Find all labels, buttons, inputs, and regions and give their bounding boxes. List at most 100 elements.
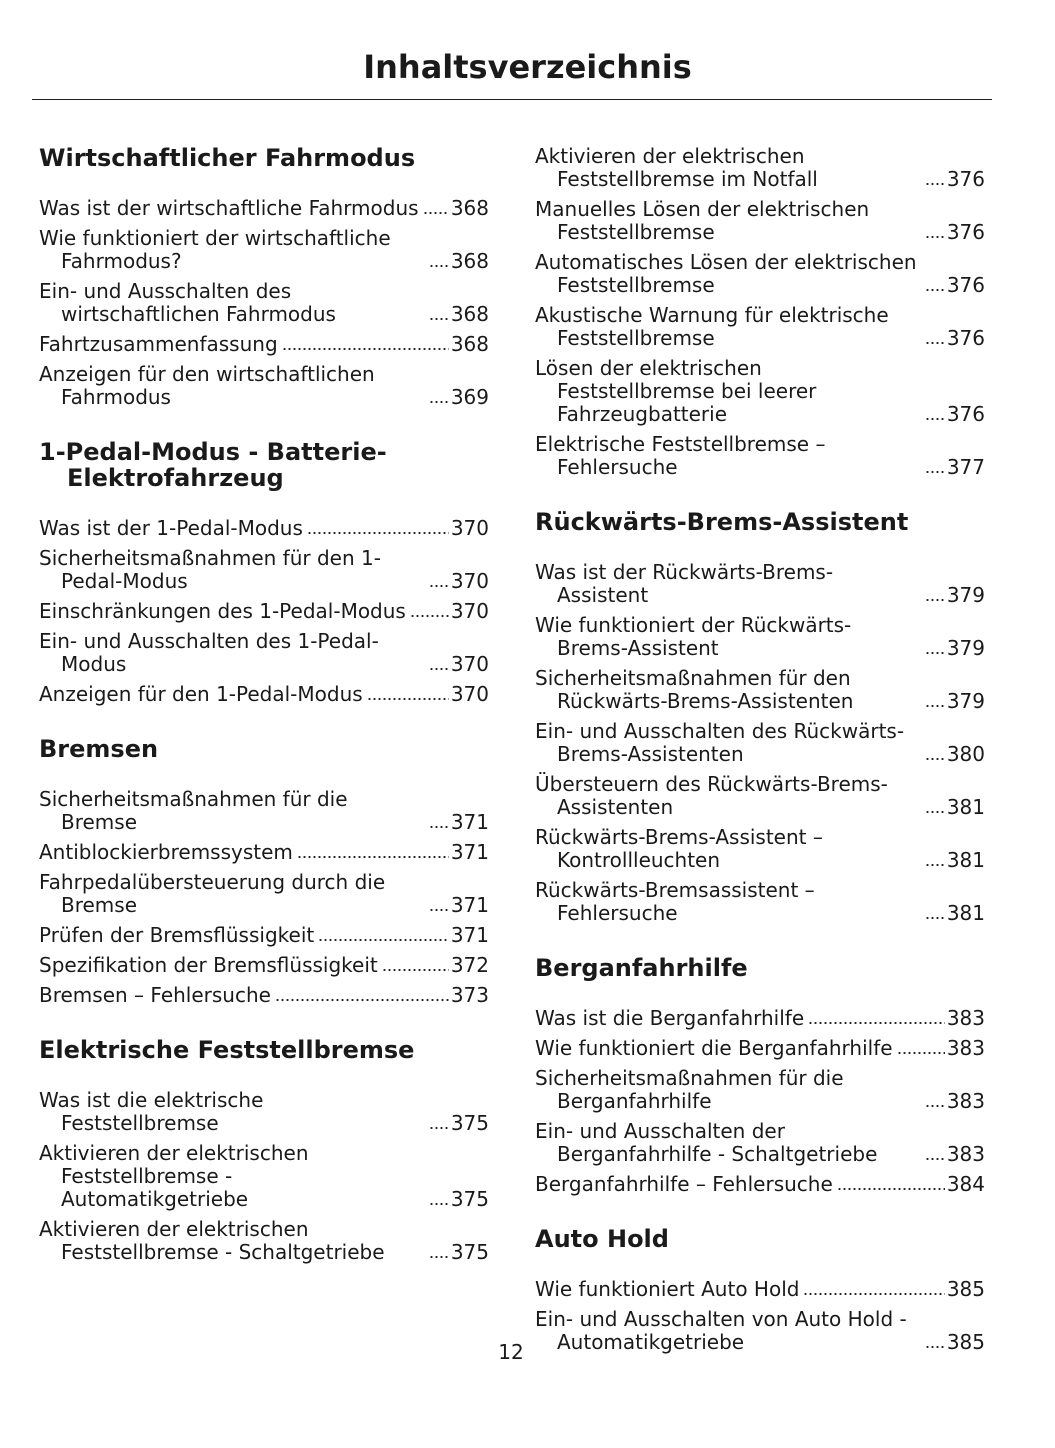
entry-page: 372 <box>450 953 489 977</box>
dot-leader <box>281 347 449 351</box>
toc-entry: Rückwärts-Brems-Assistent – Kontrollleuc… <box>535 826 985 872</box>
toc-entry: Anzeigen für den wirtschaftlichen Fahrmo… <box>39 363 489 409</box>
toc-entry: Ein- und Ausschalten des wirtschaftliche… <box>39 280 489 326</box>
entry-page: 377 <box>946 455 985 479</box>
entry-label: Ein- und Ausschalten von Auto Hold - Aut… <box>535 1307 907 1354</box>
entry-page: 385 <box>946 1330 985 1354</box>
dot-leader <box>428 317 449 321</box>
entry-page: 383 <box>946 1036 985 1060</box>
entry-page: 370 <box>450 569 489 593</box>
entry-label: Ein- und Ausschalten der Berganfahrhilfe… <box>535 1119 878 1166</box>
toc-entry: Rückwärts-Bremsassistent – Fehlersuche 38… <box>535 879 985 925</box>
entry-page: 379 <box>946 636 985 660</box>
toc-section: Auto Hold Wie funktioniert Auto Hold 385 Ei… <box>535 1226 985 1354</box>
section-heading: Auto Hold <box>535 1225 669 1253</box>
entry-label: Antiblockierbremssystem <box>39 840 293 864</box>
entry-label: Sicherheitsmaßnahmen für den Rückwärts-B… <box>535 666 854 713</box>
entry-label: Ein- und Ausschalten des wirtschaftliche… <box>39 279 336 326</box>
toc-entry: Automatisches Lösen der elektrischen Fes… <box>535 251 985 297</box>
toc-section: 1-Pedal-Modus - Batterie-Elektrofahrzeug… <box>39 439 489 706</box>
entry-page: 370 <box>450 516 489 540</box>
entry-label: Fahrtzusammenfassung <box>39 332 278 356</box>
entry-label: Aktivieren der elektrischen Feststellbre… <box>39 1217 385 1264</box>
entry-label: Akustische Warnung für elektrische Fests… <box>535 303 889 350</box>
entry-page: 384 <box>946 1172 985 1196</box>
dot-leader <box>428 1202 449 1206</box>
dot-leader <box>924 235 945 239</box>
toc-entry: Akustische Warnung für elektrische Fests… <box>535 304 985 350</box>
toc-entry: Was ist der Rückwärts-Brems-Assistent 379 <box>535 561 985 607</box>
dot-leader <box>428 584 449 588</box>
entry-label: Was ist der 1-Pedal-Modus <box>39 516 303 540</box>
entry-page: 381 <box>946 901 985 925</box>
entry-label: Manuelles Lösen der elektrischen Festste… <box>535 197 870 244</box>
section-heading: Wirtschaftlicher Fahrmodus <box>39 144 416 172</box>
section-heading: Elektrische Feststellbremse <box>39 1036 415 1064</box>
entry-page: 380 <box>946 742 985 766</box>
entry-page: 375 <box>450 1240 489 1264</box>
toc-entry: Was ist die Berganfahrhilfe 383 <box>535 1007 985 1030</box>
toc-entry: Sicherheitsmaßnahmen für die Bremse 371 <box>39 788 489 834</box>
entry-label: Berganfahrhilfe – Fehlersuche <box>535 1172 833 1196</box>
entry-label: Lösen der elektrischen Feststellbremse b… <box>535 356 817 426</box>
entry-page: 383 <box>946 1006 985 1030</box>
toc-column: Wirtschaftlicher Fahrmodus Was ist der wi… <box>39 145 489 1294</box>
dot-leader <box>428 825 449 829</box>
toc-entry: Aktivieren der elektrischen Feststellbre… <box>535 145 985 191</box>
toc-entry: Aktivieren der elektrischen Feststellbre… <box>39 1218 489 1264</box>
toc-entry: Lösen der elektrischen Feststellbremse b… <box>535 357 985 426</box>
entry-page: 368 <box>450 196 489 220</box>
entry-label: Aktivieren der elektrischen Feststellbre… <box>535 144 818 191</box>
page-number: 12 <box>498 1340 524 1364</box>
entry-page: 371 <box>450 810 489 834</box>
toc-column: Aktivieren der elektrischen Feststellbre… <box>535 145 985 1384</box>
entry-page: 383 <box>946 1142 985 1166</box>
dot-leader <box>924 1345 945 1349</box>
dot-leader <box>428 667 449 671</box>
entry-label: Anzeigen für den 1-Pedal-Modus <box>39 682 363 706</box>
dot-leader <box>836 1187 945 1191</box>
entry-label: Was ist der Rückwärts-Brems-Assistent <box>535 560 834 607</box>
toc-entry: Sicherheitsmaßnahmen für die Berganfahrh… <box>535 1067 985 1113</box>
toc-section: Elektrische Feststellbremse Was ist die e… <box>39 1037 489 1264</box>
entry-page: 381 <box>946 795 985 819</box>
dot-leader <box>924 288 945 292</box>
toc-entry: Fahrpedalübersteuerung durch die Bremse 3… <box>39 871 489 917</box>
entry-page: 371 <box>450 893 489 917</box>
toc-entry: Ein- und Ausschalten von Auto Hold - Aut… <box>535 1308 985 1354</box>
entry-label: Wie funktioniert der Rückwärts-Brems-Ass… <box>535 613 852 660</box>
toc-entry: Berganfahrhilfe – Fehlersuche 384 <box>535 1173 985 1196</box>
toc-entry: Wie funktioniert der Rückwärts-Brems-Ass… <box>535 614 985 660</box>
toc-entry: Übersteuern des Rückwärts-Brems-Assisten… <box>535 773 985 819</box>
dot-leader <box>924 757 945 761</box>
entry-page: 368 <box>450 302 489 326</box>
toc-entry: Was ist der 1-Pedal-Modus 370 <box>39 517 489 540</box>
dot-leader <box>422 211 449 215</box>
section-heading: Rückwärts-Brems-Assistent <box>535 508 909 536</box>
page-title: Inhaltsverzeichnis <box>363 48 692 86</box>
toc-entry: Wie funktioniert Auto Hold 385 <box>535 1278 985 1301</box>
dot-leader <box>924 810 945 814</box>
entry-label: Fahrpedalübersteuerung durch die Bremse <box>39 870 386 917</box>
entry-label: Sicherheitsmaßnahmen für den 1-Pedal-Mod… <box>39 546 381 593</box>
dot-leader <box>428 908 449 912</box>
toc-entry: Wie funktioniert die Berganfahrhilfe 383 <box>535 1037 985 1060</box>
toc-entry: Prüfen der Bremsflüssigkeit 371 <box>39 924 489 947</box>
dot-leader <box>381 968 449 972</box>
entry-label: Was ist die elektrische Feststellbremse <box>39 1088 264 1135</box>
toc-entry: Was ist die elektrische Feststellbremse 3… <box>39 1089 489 1135</box>
toc-entry: Ein- und Ausschalten des Rückwärts-Brems… <box>535 720 985 766</box>
toc-entry: Sicherheitsmaßnahmen für den Rückwärts-B… <box>535 667 985 713</box>
dot-leader <box>318 938 449 942</box>
entry-page: 385 <box>946 1277 985 1301</box>
toc-section: Berganfahrhilfe Was ist die Berganfahrhil… <box>535 955 985 1196</box>
entry-label: Bremsen – Fehlersuche <box>39 983 271 1007</box>
toc-entry: Manuelles Lösen der elektrischen Festste… <box>535 198 985 244</box>
entry-page: 376 <box>946 167 985 191</box>
dot-leader <box>366 697 449 701</box>
entry-page: 376 <box>946 220 985 244</box>
entry-page: 370 <box>450 599 489 623</box>
toc-section: Aktivieren der elektrischen Feststellbre… <box>535 145 985 479</box>
toc-entry: Spezifikation der Bremsflüssigkeit 372 <box>39 954 489 977</box>
